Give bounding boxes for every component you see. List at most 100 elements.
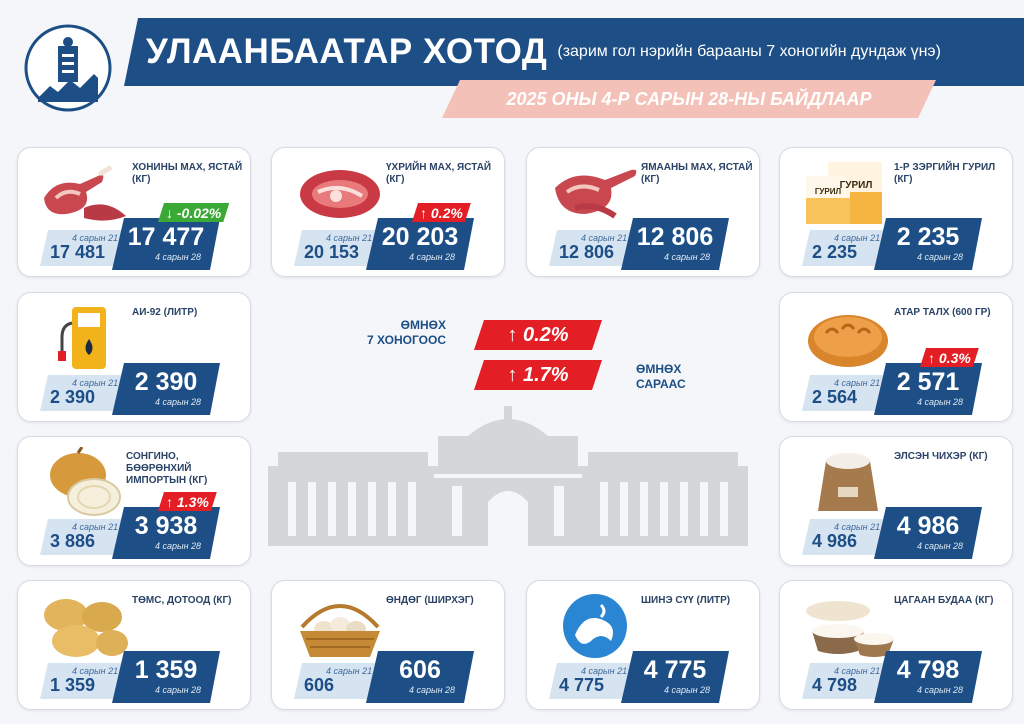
item-name: СОНГИНО, БӨӨРӨНХИЙ ИМПОРТЫН (КГ) — [126, 451, 208, 486]
current-price-box: 4 775 4 сарын 28 — [621, 651, 729, 703]
item-name: ШИНЭ СҮҮ (ЛИТР) — [641, 595, 731, 606]
price-card: ҮХРИЙН МАХ, ЯСТАЙ (КГ) 4 сарын 21 20 153 20… — [271, 147, 505, 277]
previous-date-label: 4 сарын 21 — [326, 233, 373, 243]
bread-icon — [798, 303, 898, 373]
item-name: ХОНИНЫ МАХ, ЯСТАЙ (КГ) — [132, 162, 243, 185]
current-price: 20 203 — [381, 223, 459, 251]
current-price: 2 571 — [896, 368, 960, 396]
previous-price: 4 775 — [559, 675, 605, 695]
current-date-label: 4 сарын 28 — [916, 252, 964, 262]
current-price-box: 4 798 4 сарын 28 — [874, 651, 982, 703]
previous-price: 20 153 — [304, 242, 360, 262]
price-card: ЦАГААН БУДАА (КГ) 4 сарын 21 4 798 4 798 4 с… — [779, 580, 1013, 710]
item-name: ӨНДӨГ (ШИРХЭГ) — [386, 595, 474, 606]
item-name: ҮХРИЙН МАХ, ЯСТАЙ (КГ) — [386, 162, 492, 185]
current-price: 606 — [399, 656, 441, 684]
previous-price: 3 886 — [50, 531, 96, 551]
page-subtitle: (зарим гол нэрийн барааны 7 хоногийн дун… — [557, 43, 941, 60]
previous-price: 606 — [304, 675, 335, 695]
flour-icon: ГУРИЛ ГУРИЛ — [798, 158, 898, 228]
price-card: ШИНЭ СҮҮ (ЛИТР) 4 сарын 21 4 775 4 775 4 сар… — [526, 580, 760, 710]
previous-date-label: 4 сарын 21 — [72, 233, 119, 243]
current-date-label: 4 сарын 28 — [916, 685, 964, 695]
price-card: АТАР ТАЛХ (600 ГР) 4 сарын 21 2 564 2 571 4 … — [779, 292, 1013, 422]
previous-price: 17 481 — [50, 242, 106, 262]
current-price-box: 4 986 4 сарын 28 — [874, 507, 982, 559]
previous-price: 2 390 — [50, 387, 96, 407]
current-date-label: 4 сарын 28 — [916, 397, 964, 407]
price-card: ХОНИНЫ МАХ, ЯСТАЙ (КГ) 4 сарын 21 17 481 17… — [17, 147, 251, 277]
milk-icon — [545, 591, 645, 661]
previous-price: 2 564 — [812, 387, 858, 407]
current-price-box: 2 571 4 сарын 28 — [874, 363, 982, 415]
previous-price: 4 798 — [812, 675, 858, 695]
current-date-label: 4 сарын 28 — [916, 541, 964, 551]
mutton-icon — [36, 158, 136, 228]
monthly-change-badge: ↑ 1.7% — [474, 360, 602, 390]
previous-date-label: 4 сарын 21 — [72, 522, 119, 532]
previous-date-label: 4 сарын 21 — [581, 666, 628, 676]
price-card: ГУРИЛ ГУРИЛ 1-Р ЗЭРГИЙН ГУРИЛ (КГ) 4 сарын … — [779, 147, 1013, 277]
current-price: 2 390 — [134, 368, 198, 396]
price-card: ЭЛСЭН ЧИХЭР (КГ) 4 сарын 21 4 986 4 986 4 са… — [779, 436, 1013, 566]
item-name: АТАР ТАЛХ (600 ГР) — [894, 307, 991, 318]
price-card: АИ-92 (ЛИТР) 4 сарын 21 2 390 2 390 4 сарын … — [17, 292, 251, 422]
current-date-label: 4 сарын 28 — [154, 541, 202, 551]
item-name: 1-Р ЗЭРГИЙН ГУРИЛ (КГ) — [894, 162, 996, 185]
current-price: 2 235 — [896, 223, 960, 251]
current-date-label: 4 сарын 28 — [154, 397, 202, 407]
current-price: 3 938 — [134, 512, 198, 540]
current-price-box: 12 806 4 сарын 28 — [621, 218, 729, 270]
change-badge: ↑ 0.3% — [920, 348, 979, 367]
current-price-box: 20 203 4 сарын 28 — [366, 218, 474, 270]
current-price: 17 477 — [127, 223, 205, 251]
current-price-box: 17 477 4 сарын 28 — [112, 218, 220, 270]
onion-icon — [36, 446, 136, 517]
weekly-change-badge: ↑ 0.2% — [474, 320, 602, 350]
previous-price: 12 806 — [559, 242, 615, 262]
current-date-label: 4 сарын 28 — [663, 252, 711, 262]
date-band: 2025 ОНЫ 4-Р САРЫН 28-НЫ БАЙДЛААР — [442, 80, 936, 118]
current-price-box: 3 938 4 сарын 28 — [112, 507, 220, 559]
item-name: АИ-92 (ЛИТР) — [132, 307, 198, 318]
item-name: ТӨМС, ДОТООД (КГ) — [132, 595, 232, 606]
previous-date-label: 4 сарын 21 — [581, 233, 628, 243]
beef-icon — [290, 158, 390, 228]
current-price: 4 986 — [896, 512, 960, 540]
previous-date-label: 4 сарын 21 — [326, 666, 373, 676]
current-date-label: 4 сарын 28 — [154, 252, 202, 262]
previous-date-label: 4 сарын 21 — [834, 378, 881, 388]
title-band: УЛААНБААТАР ХОТОД (зарим гол нэрийн бара… — [124, 18, 1024, 86]
government-palace-icon — [268, 406, 748, 546]
previous-date-label: 4 сарын 21 — [834, 666, 881, 676]
current-price-box: 2 390 4 сарын 28 — [112, 363, 220, 415]
current-date-label: 4 сарын 28 — [408, 685, 456, 695]
change-badge: ↑ 0.2% — [412, 203, 471, 222]
fuel-pump-icon — [36, 303, 136, 373]
previous-date-label: 4 сарын 21 — [72, 378, 119, 388]
item-name: ЦАГААН БУДАА (КГ) — [894, 595, 994, 606]
current-price-box: 606 4 сарын 28 — [366, 651, 474, 703]
mongolia-emblem-logo — [24, 24, 112, 112]
item-name: ЯМААНЫ МАХ, ЯСТАЙ (КГ) — [641, 162, 753, 185]
potato-icon — [36, 591, 136, 661]
change-badge: ↑ 1.3% — [158, 492, 217, 511]
current-date-label: 4 сарын 28 — [408, 252, 456, 262]
change-badge: ↓ -0.02% — [158, 203, 229, 222]
flour-pack-text: ГУРИЛ — [840, 180, 873, 191]
previous-price: 2 235 — [812, 242, 858, 262]
price-card: СОНГИНО, БӨӨРӨНХИЙ ИМПОРТЫН (КГ) 4 сарын … — [17, 436, 251, 566]
current-price: 1 359 — [134, 656, 198, 684]
current-price: 4 775 — [643, 656, 707, 684]
egg-basket-icon — [290, 591, 390, 661]
previous-price: 4 986 — [812, 531, 858, 551]
price-card: ЯМААНЫ МАХ, ЯСТАЙ (КГ) 4 сарын 21 12 806 12… — [526, 147, 760, 277]
previous-price: 1 359 — [50, 675, 96, 695]
weekly-label: ӨМНӨХ 7 ХОНОГООС — [366, 318, 446, 347]
item-name: ЭЛСЭН ЧИХЭР (КГ) — [894, 451, 988, 462]
current-price-box: 2 235 4 сарын 28 — [874, 218, 982, 270]
price-card: ТӨМС, ДОТООД (КГ) 4 сарын 21 1 359 1 359 4 с… — [17, 580, 251, 710]
rice-icon — [798, 591, 898, 661]
current-price-box: 1 359 4 сарын 28 — [112, 651, 220, 703]
page-title: УЛААНБААТАР ХОТОД — [146, 32, 548, 71]
